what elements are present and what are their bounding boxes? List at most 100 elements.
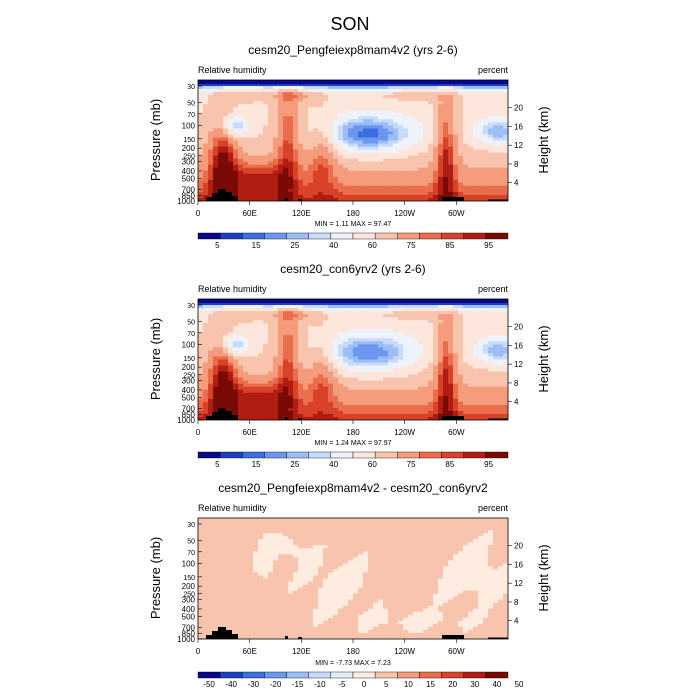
field-cell — [293, 134, 299, 139]
field-cell — [228, 149, 234, 154]
field-cell — [368, 377, 374, 382]
field-cell — [263, 161, 269, 166]
field-cell — [318, 95, 324, 99]
field-cell — [388, 344, 394, 349]
field-cell — [428, 368, 434, 373]
field-cell — [368, 191, 374, 196]
field-cell — [478, 104, 484, 108]
field-cell — [413, 173, 419, 178]
field-cell — [323, 185, 329, 190]
field-cell — [408, 371, 414, 376]
field-cell — [403, 134, 409, 139]
field-cell — [418, 398, 424, 403]
field-cell — [393, 176, 399, 181]
field-cell — [343, 413, 349, 418]
field-cell — [308, 386, 314, 391]
field-cell — [383, 152, 389, 157]
field-cell — [388, 158, 394, 163]
field-cell — [228, 134, 234, 139]
field-cell — [328, 386, 334, 391]
field-cell — [268, 347, 274, 352]
field-cell — [203, 353, 209, 358]
field-cell — [493, 401, 499, 406]
field-cell — [493, 104, 499, 108]
field-cell — [493, 386, 499, 391]
field-cell — [338, 335, 344, 339]
field-cell — [388, 92, 394, 96]
field-cell — [468, 161, 474, 166]
field-cell — [288, 128, 294, 133]
field-cell — [308, 173, 314, 178]
field-cell — [388, 98, 394, 102]
field-cell — [478, 92, 484, 96]
field-cell — [348, 107, 354, 111]
field-cell — [388, 392, 394, 397]
field-cell — [278, 371, 284, 376]
field-cell — [298, 122, 304, 126]
field-cell — [218, 158, 224, 163]
field-cell — [233, 392, 239, 397]
field-cell — [373, 356, 379, 361]
field-cell — [358, 329, 364, 333]
field-cell — [308, 410, 314, 415]
field-cell — [328, 368, 334, 373]
field-cell — [233, 407, 239, 412]
field-cell — [353, 143, 359, 148]
field-cell — [488, 374, 494, 379]
field-cell — [403, 401, 409, 406]
field-cell — [208, 392, 214, 397]
field-cell — [363, 407, 369, 412]
field-cell — [283, 185, 289, 190]
field-cell — [338, 116, 344, 120]
field-cell — [198, 164, 204, 169]
field-cell — [263, 98, 269, 102]
field-cell — [418, 317, 424, 321]
field-cell — [283, 146, 289, 151]
field-cell — [208, 131, 214, 136]
field-cell — [273, 155, 279, 160]
field-cell — [428, 128, 434, 133]
field-cell — [498, 167, 504, 172]
field-cell — [403, 110, 409, 114]
field-cell — [313, 149, 319, 154]
field-cell — [288, 326, 294, 330]
field-cell — [438, 389, 444, 394]
field-cell — [338, 146, 344, 151]
field-cell — [463, 143, 469, 148]
field-cell — [378, 374, 384, 379]
field-cell — [318, 191, 324, 196]
field-cell — [303, 89, 309, 93]
field-cell — [343, 314, 349, 318]
field-cell — [273, 323, 279, 327]
field-cell — [333, 389, 339, 394]
field-cell — [303, 146, 309, 151]
field-cell — [438, 194, 444, 199]
field-cell — [383, 410, 389, 415]
field-cell — [308, 350, 314, 355]
field-cell — [493, 92, 499, 96]
field-cell — [218, 173, 224, 178]
field-cell — [413, 146, 419, 151]
field-cell — [498, 413, 504, 418]
field-cell — [218, 89, 224, 93]
field-cell — [318, 122, 324, 126]
field-cell — [248, 314, 254, 318]
field-cell — [383, 188, 389, 193]
field-cell — [393, 185, 399, 190]
field-cell — [433, 92, 439, 96]
field-cell — [453, 137, 459, 142]
field-cell — [423, 386, 429, 391]
field-cell — [218, 368, 224, 373]
field-cell — [463, 311, 469, 315]
field-cell — [213, 152, 219, 157]
field-cell — [343, 170, 349, 175]
field-cell — [463, 155, 469, 160]
field-cell — [213, 371, 219, 376]
field-cell — [308, 164, 314, 169]
field-cell — [383, 371, 389, 376]
field-cell — [253, 386, 259, 391]
field-cell — [318, 323, 324, 327]
field-cell — [488, 362, 494, 367]
field-cell — [303, 140, 309, 145]
field-cell — [493, 308, 499, 312]
